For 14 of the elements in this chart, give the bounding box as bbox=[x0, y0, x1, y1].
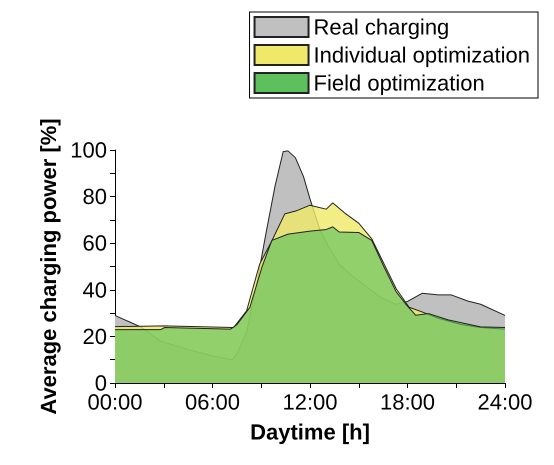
y-tick-label: 80 bbox=[82, 184, 107, 210]
x-tick-label: 18:00 bbox=[380, 390, 436, 414]
legend-label: Individual optimization bbox=[314, 42, 530, 68]
y-axis-title: Average charging power [%] bbox=[36, 118, 61, 415]
y-tick-label: 100 bbox=[70, 138, 107, 162]
y-tick-label: 20 bbox=[82, 324, 107, 349]
x-tick-label: 12:00 bbox=[282, 390, 338, 414]
y-tick-label: 60 bbox=[82, 230, 107, 256]
y-tick-label: 40 bbox=[82, 277, 107, 302]
legend-label: Real charging bbox=[314, 14, 450, 40]
x-axis-title: Daytime [h] bbox=[250, 420, 370, 444]
x-tick-label: 06:00 bbox=[184, 390, 240, 414]
legend-label: Field optimization bbox=[314, 70, 485, 96]
x-tick-label: 24:00 bbox=[477, 390, 533, 414]
